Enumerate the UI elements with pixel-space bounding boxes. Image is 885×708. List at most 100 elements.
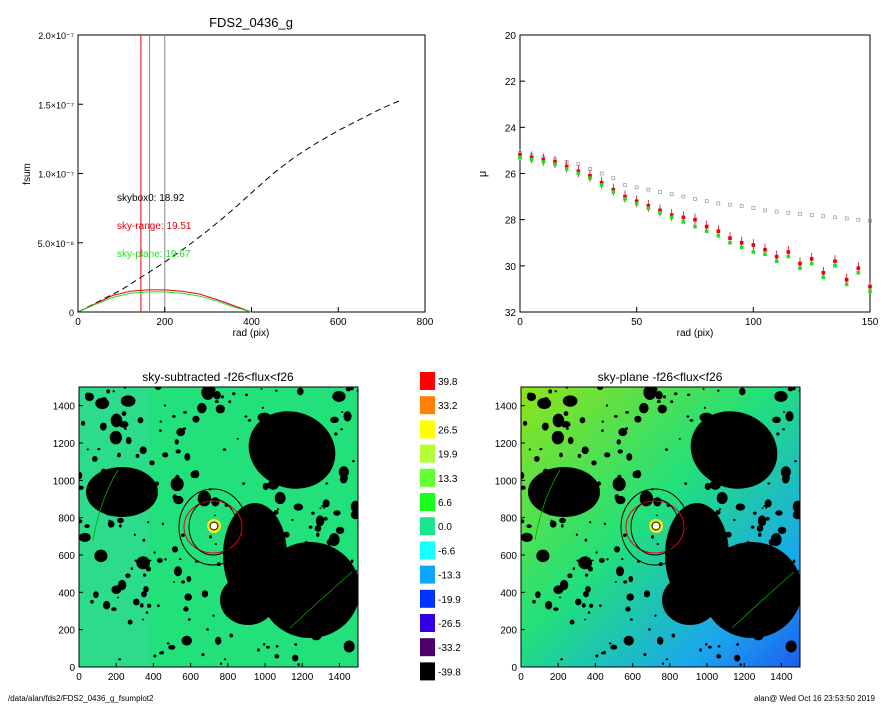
point-sky-plane-3 <box>553 162 557 167</box>
point-sky-plane-18 <box>728 240 732 245</box>
masked-source <box>104 423 107 426</box>
masked-source <box>228 400 232 404</box>
mu-ytick-label-3: 26 <box>505 170 517 181</box>
img1-ytick-label-5: 1000 <box>53 476 76 487</box>
point-sky-range-19 <box>739 240 744 245</box>
masked-source <box>601 420 604 423</box>
masked-source <box>764 499 772 508</box>
masked-source <box>739 387 746 396</box>
img1-xtick-label-6: 1200 <box>291 672 314 683</box>
point-sky-plane-14 <box>681 220 686 224</box>
img1-xtick-label-2: 400 <box>145 672 162 683</box>
masked-source <box>655 391 663 400</box>
point-sky-plane-13 <box>669 215 674 220</box>
masked-source <box>615 566 625 577</box>
masked-source <box>339 475 348 484</box>
masked-source <box>772 416 781 424</box>
point-sky-plane-6 <box>588 176 592 180</box>
sky-plane-frame <box>520 386 801 668</box>
point-skybox0-23 <box>786 210 791 215</box>
point-sky-plane-9 <box>623 197 627 201</box>
masked-source <box>93 591 99 599</box>
masked-source <box>215 404 225 414</box>
masked-source <box>569 619 575 625</box>
fsum-ytick-label-1: 5.0×10⁻⁸ <box>38 239 75 249</box>
masked-source <box>653 387 658 392</box>
masked-source <box>206 628 209 631</box>
point-sky-plane-10 <box>634 201 639 206</box>
masked-source <box>84 392 95 402</box>
masked-source <box>156 557 163 563</box>
masked-source <box>170 477 184 492</box>
masked-source <box>528 448 531 451</box>
masked-source <box>350 387 354 391</box>
colorbar-swatch-11 <box>420 638 435 657</box>
masked-source <box>265 645 270 649</box>
colorbar: 39.8 33.2 26.5 19.9 13.3 6.6 0.0 -6.6 -13.3 -19.9… <box>420 372 461 681</box>
mu-chart-frame <box>519 34 871 313</box>
masked-source <box>137 417 144 424</box>
masked-source <box>329 534 335 540</box>
point-skybox0-22 <box>774 209 779 214</box>
mask-left <box>86 467 158 517</box>
isophote-green-right <box>289 571 353 629</box>
masked-source <box>125 573 131 579</box>
masked-source <box>792 500 800 513</box>
masked-source <box>147 521 150 524</box>
masked-source <box>244 415 248 418</box>
masked-source <box>775 510 783 516</box>
mu-xtick-label-0: 0 <box>517 317 523 328</box>
img1-ytick-label-1: 200 <box>58 626 75 637</box>
colorbar-label-5: 6.6 <box>438 498 452 509</box>
isophote-green-left <box>534 469 561 541</box>
masked-source <box>181 580 186 584</box>
masked-source <box>628 576 634 583</box>
masked-source <box>145 611 149 614</box>
mu-ytick-label-1: 22 <box>505 77 517 88</box>
point-sky-plane-28 <box>844 282 849 287</box>
series-sky-range <box>77 289 252 313</box>
point-skybox0-9 <box>623 183 627 187</box>
mu-ytick-label-0: 20 <box>505 31 517 42</box>
masked-source <box>145 566 152 572</box>
fsum-xtick-label-3: 600 <box>330 317 347 328</box>
masked-source <box>537 397 552 409</box>
img1-ytick-label-7: 1400 <box>53 402 76 413</box>
masked-source <box>535 591 541 599</box>
masked-source <box>763 504 766 507</box>
masked-source <box>132 598 140 606</box>
masked-source <box>585 585 591 593</box>
masked-source <box>319 507 322 509</box>
masked-source <box>338 466 349 478</box>
masked-source <box>350 510 358 520</box>
mask-bottom-right <box>702 542 800 638</box>
mu-xtick-label-1: 50 <box>631 317 643 328</box>
img1-ytick-label-2: 400 <box>58 588 75 599</box>
masked-source <box>574 598 582 606</box>
point-sky-plane-23 <box>786 254 791 259</box>
masked-source <box>79 519 83 524</box>
masked-source <box>330 416 339 424</box>
colorbar-label-9: -19.9 <box>438 595 461 606</box>
colorbar-swatch-9 <box>420 589 435 608</box>
masked-source <box>343 411 352 422</box>
masked-source <box>545 600 553 610</box>
masked-source <box>777 526 787 535</box>
img1-xtick-label-0: 0 <box>76 672 82 683</box>
masked-source <box>753 511 757 515</box>
masked-source <box>591 559 594 562</box>
masked-source <box>522 420 528 426</box>
masked-source <box>176 427 186 437</box>
masked-source <box>612 477 626 492</box>
masked-source <box>116 431 120 435</box>
masked-source <box>117 452 121 458</box>
masked-source <box>172 494 178 501</box>
masked-source <box>133 533 136 537</box>
colorbar-label-10: -26.5 <box>438 619 461 630</box>
masked-source <box>323 516 328 521</box>
masked-source <box>154 387 162 390</box>
masked-source <box>84 524 90 529</box>
point-sky-plane-0 <box>518 155 522 160</box>
masked-source <box>297 663 301 666</box>
masked-source <box>643 590 651 598</box>
